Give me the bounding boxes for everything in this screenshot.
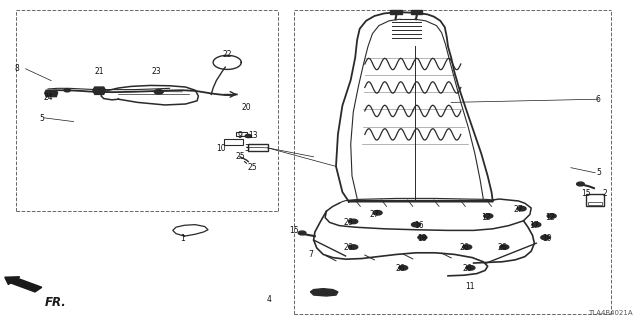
Circle shape	[577, 182, 584, 186]
Text: 6: 6	[596, 95, 601, 104]
Text: 26: 26	[344, 244, 354, 252]
Text: 25: 25	[235, 152, 245, 161]
Text: 20: 20	[241, 103, 252, 112]
Text: 26: 26	[459, 244, 469, 252]
Text: 5: 5	[596, 168, 601, 177]
Bar	[411, 10, 422, 14]
FancyArrow shape	[5, 277, 42, 292]
Circle shape	[373, 211, 382, 215]
Text: 13: 13	[248, 132, 258, 140]
Circle shape	[418, 235, 427, 240]
Polygon shape	[45, 90, 58, 97]
Bar	[390, 10, 402, 14]
Circle shape	[412, 222, 420, 227]
Text: 18: 18	[418, 234, 427, 243]
Text: 15: 15	[580, 189, 591, 198]
Text: 19: 19	[542, 234, 552, 243]
Circle shape	[532, 222, 541, 227]
Circle shape	[399, 266, 408, 270]
Text: 4: 4	[266, 295, 271, 304]
Circle shape	[500, 245, 509, 249]
Text: 7: 7	[308, 250, 313, 259]
Circle shape	[154, 90, 163, 94]
Text: 5: 5	[39, 114, 44, 123]
Text: 17: 17	[529, 221, 540, 230]
Bar	[224, 139, 243, 145]
Text: 2: 2	[602, 189, 607, 198]
Text: 22: 22	[223, 50, 232, 59]
Circle shape	[349, 219, 358, 224]
Circle shape	[349, 245, 358, 249]
Text: TLA4B4021A: TLA4B4021A	[588, 310, 632, 316]
Circle shape	[245, 134, 252, 138]
Text: 3: 3	[244, 144, 249, 153]
Bar	[236, 132, 247, 136]
Circle shape	[547, 214, 556, 218]
Text: 12: 12	[546, 213, 555, 222]
Text: 1: 1	[180, 234, 185, 243]
Text: 26: 26	[462, 264, 472, 273]
Text: 12: 12	[482, 213, 491, 222]
Text: 9: 9	[237, 132, 243, 140]
Bar	[586, 194, 604, 206]
Polygon shape	[93, 87, 106, 94]
Text: 26: 26	[344, 218, 354, 227]
Circle shape	[64, 89, 70, 92]
Text: 15: 15	[289, 226, 300, 235]
Text: 8: 8	[15, 64, 20, 73]
Bar	[248, 144, 268, 151]
Text: 26: 26	[395, 264, 405, 273]
Text: 26: 26	[497, 244, 508, 252]
Circle shape	[466, 266, 475, 270]
Polygon shape	[310, 289, 338, 296]
Text: 27: 27	[513, 205, 524, 214]
Text: 25: 25	[248, 164, 258, 172]
Circle shape	[517, 206, 526, 211]
Text: 10: 10	[216, 144, 226, 153]
Circle shape	[541, 235, 550, 240]
Circle shape	[463, 245, 472, 249]
Text: 27: 27	[369, 210, 380, 219]
Text: 16: 16	[414, 221, 424, 230]
Text: 24: 24	[43, 93, 53, 102]
Text: 11: 11	[466, 282, 475, 291]
Bar	[588, 202, 602, 205]
Circle shape	[298, 231, 306, 235]
Circle shape	[484, 214, 493, 218]
Text: 23: 23	[152, 68, 162, 76]
Text: FR.: FR.	[45, 296, 67, 309]
Text: 21: 21	[95, 68, 104, 76]
